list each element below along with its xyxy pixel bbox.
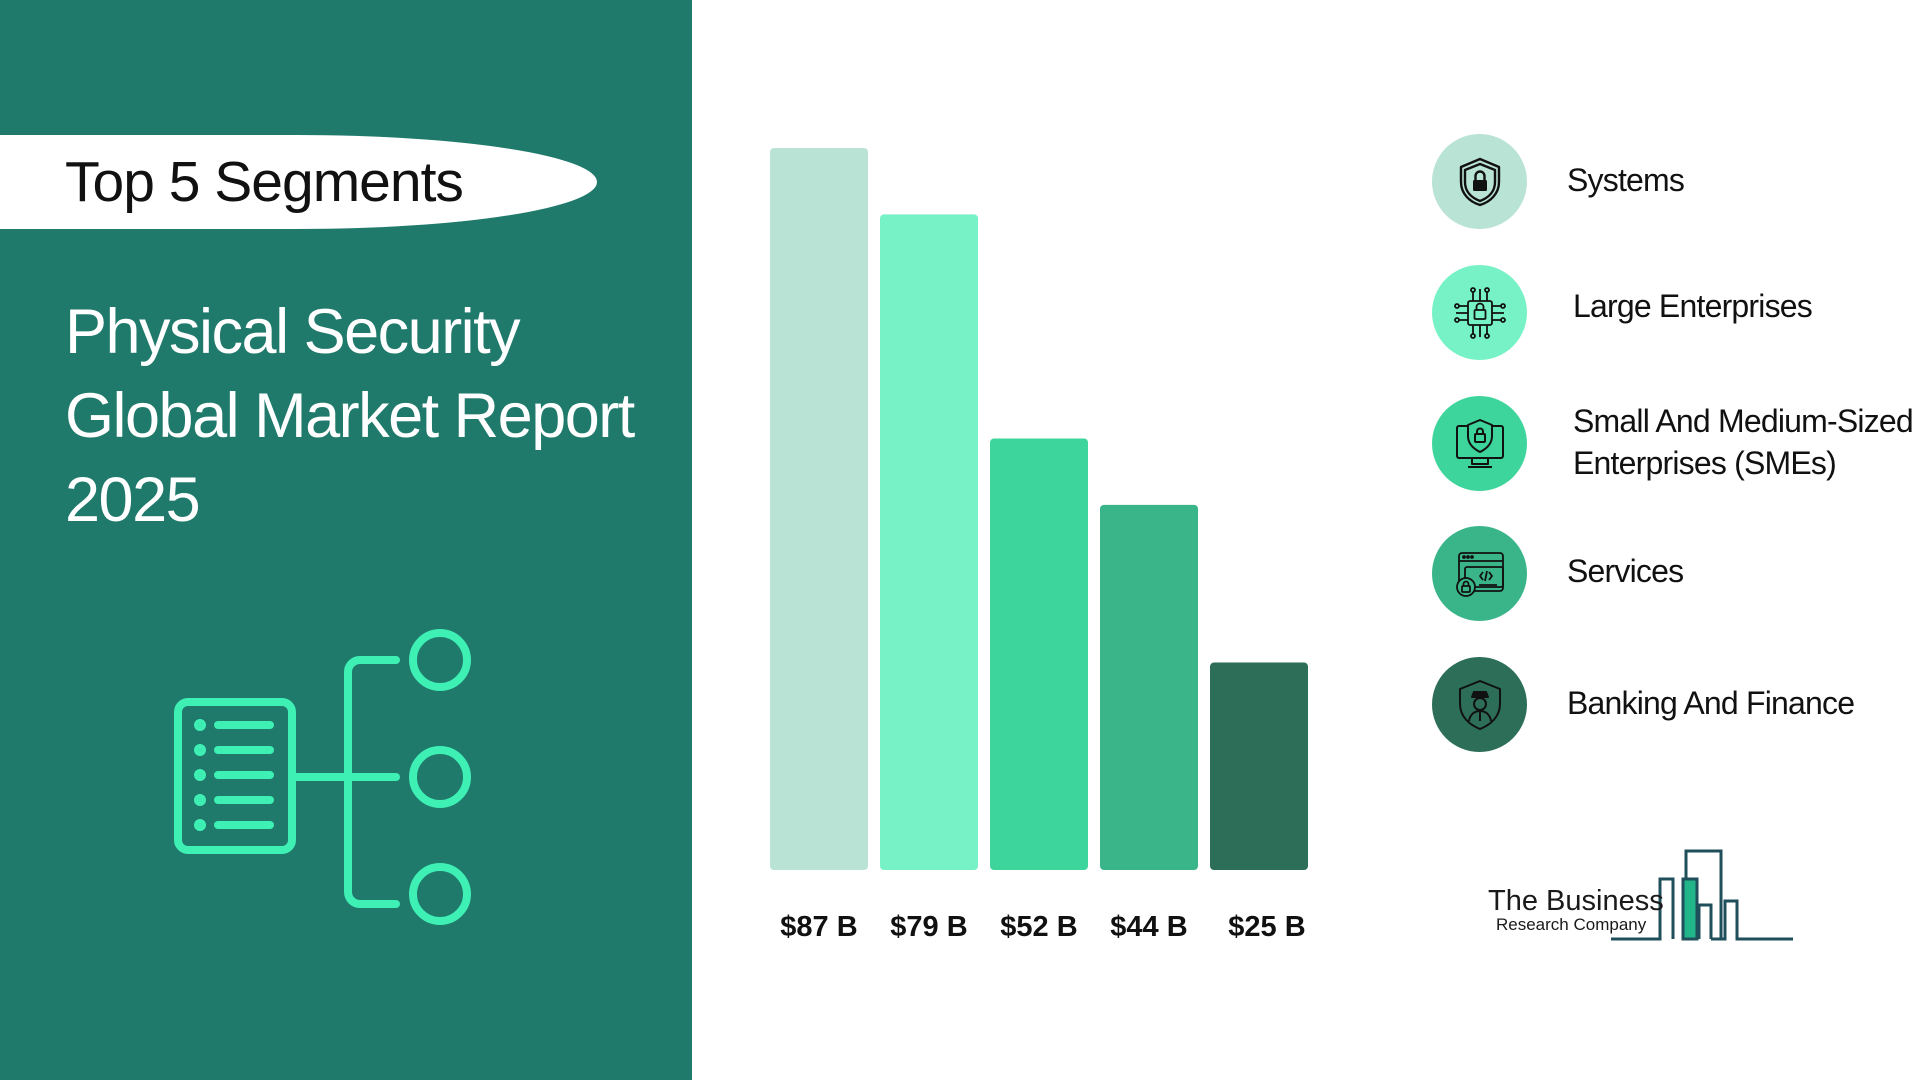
guard-shield-icon bbox=[1458, 679, 1501, 730]
segments-pill bbox=[0, 135, 597, 229]
bar-2 bbox=[880, 214, 978, 870]
legend-label-line: Small And Medium-Sized bbox=[1573, 403, 1914, 439]
segment-bar-chart: $87 B $79 B $52 B $44 B $25 B bbox=[770, 148, 1308, 943]
legend-label: Services bbox=[1567, 553, 1684, 589]
monitor-shield-icon bbox=[1455, 418, 1504, 468]
logo-line-1: The Business bbox=[1488, 885, 1664, 917]
segments-heading: Top 5 Segments bbox=[65, 150, 464, 214]
bar-4 bbox=[1100, 504, 1198, 870]
legend-swatch bbox=[1432, 526, 1527, 621]
bar-value-label: $79 B bbox=[890, 911, 967, 943]
report-title: Physical Security Global Market Report 2… bbox=[65, 290, 665, 542]
bar-value-label: $44 B bbox=[1110, 911, 1187, 943]
legend-swatch bbox=[1432, 134, 1527, 229]
legend-label-line: Enterprises (SMEs) bbox=[1573, 445, 1837, 481]
bar-5 bbox=[1210, 662, 1308, 870]
legend-label: Systems bbox=[1567, 162, 1685, 198]
code-window-lock-icon bbox=[1455, 551, 1504, 597]
report-title-line: 2025 bbox=[65, 465, 201, 535]
legend-swatch bbox=[1432, 657, 1527, 752]
bar-value-label: $25 B bbox=[1228, 911, 1305, 943]
circuit-lock-icon bbox=[1453, 286, 1506, 339]
legend-label: Banking And Finance bbox=[1567, 685, 1855, 721]
legend-swatch bbox=[1432, 396, 1527, 491]
segment-tree-icon bbox=[174, 629, 471, 925]
bar-value-label: $52 B bbox=[1000, 911, 1077, 943]
logo-line-2: Research Company bbox=[1496, 915, 1647, 934]
bar-value-label: $87 B bbox=[780, 911, 857, 943]
legend-label: Large Enterprises bbox=[1573, 288, 1813, 324]
logo-buildings-icon bbox=[1611, 849, 1793, 941]
shield-lock-icon bbox=[1459, 157, 1500, 206]
report-title-line: Global Market Report bbox=[65, 381, 635, 451]
bar-1 bbox=[770, 148, 868, 870]
company-logo: The Business Research Company bbox=[1485, 845, 1795, 945]
legend-swatch bbox=[1432, 265, 1527, 360]
report-title-line: Physical Security bbox=[65, 297, 521, 367]
bar-3 bbox=[990, 438, 1088, 870]
